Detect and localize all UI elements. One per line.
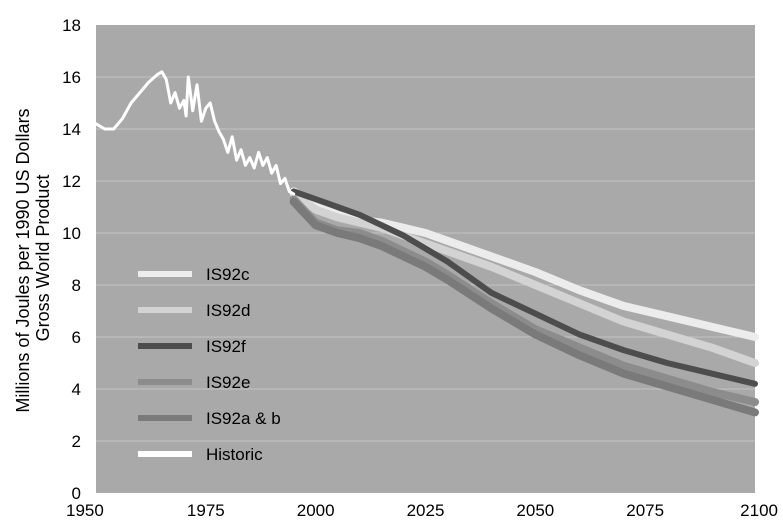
y-axis-label-line-2: Gross World Product	[33, 175, 53, 342]
legend-label: IS92c	[206, 265, 250, 284]
series-line-is92d	[289, 190, 759, 367]
y-axis-label: Millions of Joules per 1990 US Dollars G…	[13, 103, 53, 412]
y-tick-label: 6	[72, 328, 81, 347]
y-tick-label: 12	[62, 172, 81, 191]
gridlines	[96, 76, 755, 442]
series-line-is92f	[290, 188, 758, 387]
x-tick-label: 2000	[297, 501, 335, 520]
series-line-historic	[94, 70, 296, 196]
y-tick-label: 14	[62, 120, 81, 139]
y-axis-label-line-1: Millions of Joules per 1990 US Dollars	[13, 108, 33, 412]
x-tick-label: 2025	[407, 501, 445, 520]
legend: IS92c IS92d IS92f IS92e IS92a & b Historic	[138, 265, 281, 464]
y-tick-label: 4	[72, 380, 81, 399]
x-tick-label: 2075	[626, 501, 664, 520]
y-tick-label: 0	[72, 484, 81, 503]
legend-label: Historic	[206, 445, 263, 464]
x-tick-label: 2050	[516, 501, 554, 520]
x-axis: 1950 1975 2000 2025 2050 2075 2100	[66, 501, 778, 520]
y-tick-label: 2	[72, 432, 81, 451]
series-lines	[94, 70, 759, 417]
series-line-is92a-b	[289, 197, 759, 417]
legend-label: IS92f	[206, 337, 246, 356]
x-tick-label: 1950	[66, 501, 104, 520]
y-axis: 0 2 4 6 8 10 12 14 16 18	[62, 16, 81, 503]
legend-label: IS92d	[206, 301, 250, 320]
legend-label: IS92e	[206, 373, 250, 392]
x-tick-label: 2100	[740, 501, 778, 520]
y-tick-label: 8	[72, 276, 81, 295]
y-tick-label: 18	[62, 16, 81, 35]
legend-label: IS92a & b	[206, 409, 281, 428]
y-tick-label: 16	[62, 68, 81, 87]
x-tick-label: 1975	[187, 501, 225, 520]
y-tick-label: 10	[62, 224, 81, 243]
